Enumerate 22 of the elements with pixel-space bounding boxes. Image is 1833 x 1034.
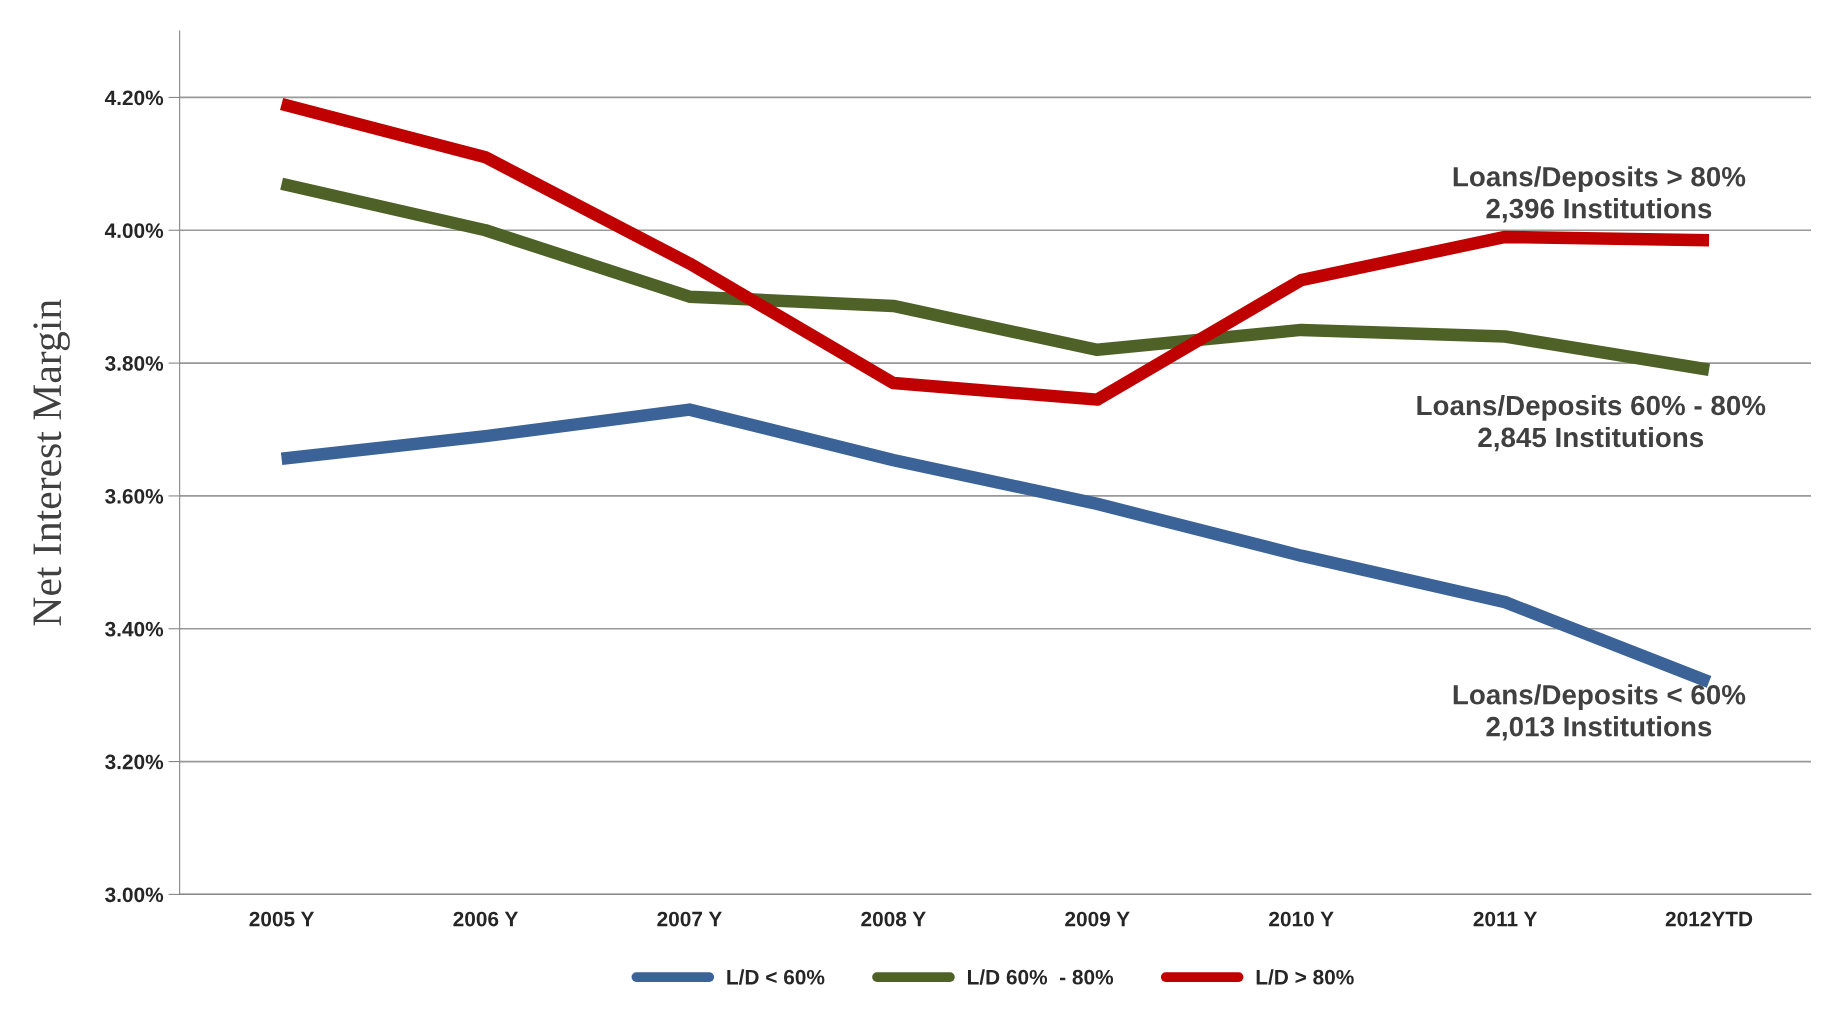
legend-label: L/D 60% - 80% (967, 969, 1114, 985)
y-tick-label: 3.60% (105, 488, 164, 504)
y-axis-title: Net Interest Margin (33, 299, 70, 626)
legend-label: L/D > 80% (1256, 969, 1354, 985)
y-tick-label: 3.80% (105, 356, 164, 371)
x-tick-label: 2010 Y (1269, 911, 1334, 927)
x-tick-label: 2008 Y (861, 911, 926, 927)
y-tick-label: 3.00% (105, 887, 164, 903)
x-tick-label: 2012YTD (1665, 911, 1753, 927)
x-tick-label: 2007 Y (657, 911, 722, 927)
x-tick-label: 2011 Y (1473, 911, 1538, 927)
annotation: Loans/Deposits < 60% 2,013 Institutions (1453, 684, 1746, 741)
x-tick-label: 2009 Y (1065, 911, 1130, 927)
y-tick-label: 4.00% (104, 223, 164, 239)
legend-label: L/D < 60% (727, 969, 825, 985)
annotation: Loans/Deposits 60% - 80% 2,845 Institutions (1417, 394, 1766, 452)
y-tick-label: 3.40% (105, 621, 164, 637)
x-tick-label: 2006 Y (453, 911, 519, 927)
y-tick-label: 4.20% (104, 90, 164, 106)
annotation: Loans/Deposits > 80% 2,396 Institutions (1453, 166, 1746, 223)
y-tick-label: 3.20% (105, 754, 164, 770)
x-tick-label: 2005 Y (249, 911, 315, 927)
